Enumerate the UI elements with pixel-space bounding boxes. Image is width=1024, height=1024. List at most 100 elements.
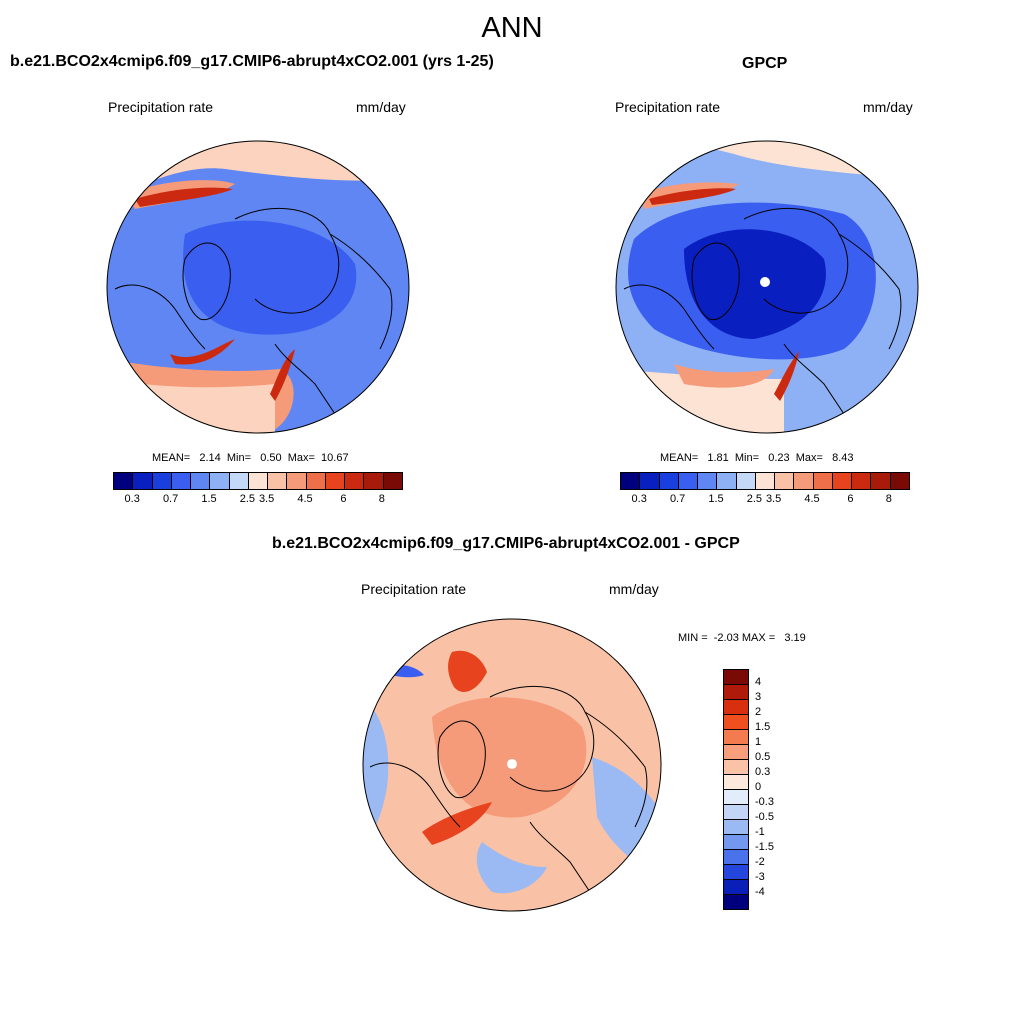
colorbar-tick-label: 2.5 (239, 493, 256, 505)
colorbar-tick-label: 0.3 (755, 766, 771, 778)
map3-peak-north (448, 650, 487, 692)
map3-coastline-arctic (489, 685, 595, 792)
colorbar-tick-label: 6 (847, 493, 854, 505)
colorbar-tick-label: 1.5 (755, 721, 771, 733)
panel1-units-label: mm/day (356, 99, 406, 115)
panel2-units-label: mm/day (863, 99, 913, 115)
map2-peak-nw (649, 188, 736, 205)
colorbar-cell (724, 835, 748, 850)
map1-coastline-greenland (182, 242, 231, 321)
map3-coastline-america (369, 762, 461, 828)
colorbar-cell (287, 473, 307, 489)
panel1-title: b.e21.BCO2x4cmip6.f09_g17.CMIP6-abrupt4x… (10, 53, 494, 70)
colorbar-tick-label: 4.5 (297, 493, 313, 505)
colorbar-tick-label: 4 (755, 676, 762, 688)
colorbar-tick-label: -0.5 (755, 811, 774, 823)
main-title: ANN (481, 12, 543, 44)
map1-peak-south (170, 339, 235, 365)
panel3-colorbar (723, 669, 749, 910)
colorbar-cell (724, 775, 748, 790)
colorbar-tick-label: 0.3 (631, 493, 647, 505)
map3-coastline-asia (584, 711, 648, 828)
colorbar-tick-label: -1 (755, 826, 765, 838)
colorbar-cell (724, 730, 748, 745)
colorbar-tick-label: 2.5 (746, 493, 763, 505)
colorbar-cell (717, 473, 737, 489)
colorbar-cell (345, 473, 365, 489)
colorbar-tick-label: 0.5 (755, 751, 771, 763)
map2-coastline-arctic (743, 207, 849, 314)
panel1-colorbar-ticks: 0.3 0.7 1.5 2.5 3.5 4.5 6 8 (113, 493, 403, 507)
panel3-colorbar-ticks: 4 3 2 1.5 1 0.5 0.3 0 -0.3 -0.5 -1 -1.5 -2 -3 -4 (755, 669, 815, 914)
colorbar-cell (871, 473, 891, 489)
colorbar-cell (813, 473, 833, 489)
colorbar-cell (724, 790, 748, 805)
map2-coastline-greenland (691, 242, 740, 321)
panel1-colorbar (113, 472, 403, 490)
map2-pole-missing-data (760, 277, 770, 287)
colorbar-tick-label: 0 (755, 781, 762, 793)
colorbar-tick-label: 0.7 (669, 493, 686, 505)
colorbar-cell (724, 805, 748, 820)
map3-coastline-greenland (437, 720, 486, 799)
colorbar-tick-label: -2 (755, 856, 765, 868)
colorbar-tick-label: -4 (755, 886, 765, 898)
map2-coastline-america (623, 284, 715, 350)
colorbar-cell (268, 473, 288, 489)
panel2-colorbar (620, 472, 910, 490)
panel3-title: b.e21.BCO2x4cmip6.f09_g17.CMIP6-abrupt4x… (272, 535, 740, 552)
map1-center-field (183, 220, 357, 335)
colorbar-cell (724, 895, 748, 909)
colorbar-tick-label: -1.5 (755, 841, 774, 853)
map1-peak-south2 (270, 349, 295, 401)
panel3-stats: MIN = -2.03 MAX = 3.19 (678, 632, 806, 644)
map3-pole-missing-data (507, 759, 517, 769)
colorbar-cell (191, 473, 211, 489)
map3-center-field (432, 697, 587, 818)
colorbar-cell (890, 473, 909, 489)
map1-light-south (107, 379, 275, 433)
colorbar-cell (114, 473, 134, 489)
colorbar-cell (678, 473, 699, 489)
colorbar-cell (698, 473, 718, 489)
map2-center-field (684, 229, 826, 339)
colorbar-tick-label: 8 (885, 493, 892, 505)
panel1-variable-label: Precipitation rate (108, 99, 214, 115)
colorbar-cell (724, 850, 748, 865)
colorbar-tick-label: 1.5 (708, 493, 724, 505)
colorbar-cell (832, 473, 853, 489)
colorbar-tick-label: 3 (755, 691, 762, 703)
map2-coastline-asia (838, 233, 902, 350)
colorbar-tick-label: 8 (378, 493, 385, 505)
colorbar-tick-label: 3.5 (258, 493, 275, 505)
map1-peak-nw (135, 187, 233, 207)
panel3-variable-label: Precipitation rate (361, 581, 467, 597)
colorbar-cell (152, 473, 172, 489)
colorbar-cell (248, 473, 269, 489)
colorbar-tick-label: 0.7 (162, 493, 179, 505)
colorbar-cell (133, 473, 153, 489)
colorbar-tick-label: 6 (340, 493, 347, 505)
colorbar-cell (724, 745, 748, 760)
colorbar-tick-label: 2 (755, 706, 762, 718)
colorbar-tick-label: 1.5 (201, 493, 217, 505)
colorbar-cell (210, 473, 230, 489)
colorbar-cell (229, 473, 249, 489)
colorbar-cell (325, 473, 346, 489)
colorbar-cell (724, 760, 748, 775)
colorbar-tick-label: 4.5 (804, 493, 820, 505)
colorbar-tick-label: -0.3 (755, 796, 774, 808)
panel2-stats: MEAN= 1.81 Min= 0.23 Max= 8.43 (660, 452, 854, 464)
colorbar-tick-label: 1 (755, 736, 762, 748)
map1-coastline-america (114, 284, 206, 350)
colorbar-cell (621, 473, 641, 489)
panel1-stats: MEAN= 2.14 Min= 0.50 Max= 10.67 (152, 452, 349, 464)
colorbar-cell (724, 865, 748, 880)
colorbar-cell (640, 473, 660, 489)
colorbar-cell (724, 670, 748, 685)
panel2-polar-map (615, 140, 919, 434)
panel1-polar-map (106, 140, 410, 434)
panel2-colorbar-ticks: 0.3 0.7 1.5 2.5 3.5 4.5 6 8 (620, 493, 910, 507)
colorbar-cell (724, 700, 748, 715)
map2-warm-south (674, 364, 774, 388)
